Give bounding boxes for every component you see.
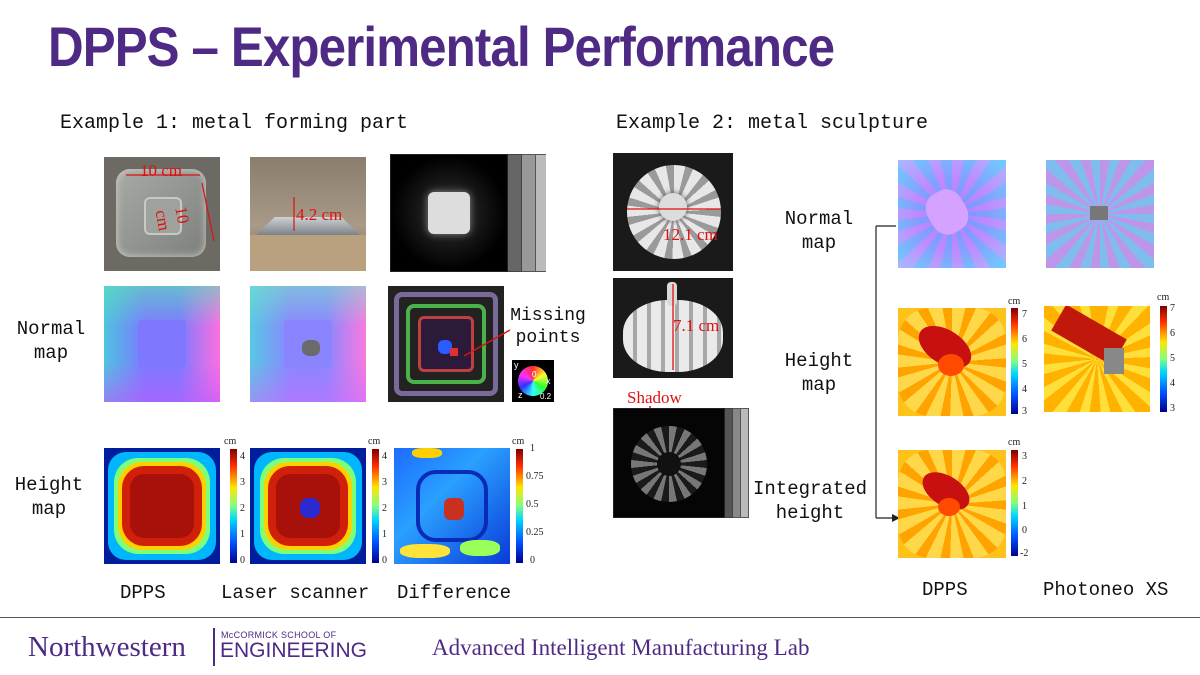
- ex1-col-difference: Difference: [397, 582, 512, 604]
- colorbar-tick: 7: [1170, 303, 1175, 314]
- laser-normal-map: [250, 286, 366, 402]
- colorbar-tick: 0.75: [526, 471, 544, 482]
- colorbar-tick: 5: [1022, 359, 1027, 370]
- height-dimension-label-2: 7.1 cm: [673, 316, 720, 335]
- example1-heading: Example 1: metal forming part: [60, 112, 409, 135]
- ex1-height-map-label: Height map: [14, 474, 84, 520]
- colorbar-tick: -2: [1020, 548, 1029, 559]
- shadow-label: Shadow: [627, 388, 682, 407]
- photoneo-normal-map: [1046, 160, 1154, 268]
- dpps-normal-map: [104, 286, 220, 402]
- ex2-normal-map-label: Normal map: [784, 208, 854, 254]
- ex2-col-dpps: DPPS: [922, 579, 968, 601]
- metal-part-side-photo: 4.2 cm: [250, 157, 366, 271]
- ex2-col-photoneo: Photoneo XS: [1043, 579, 1169, 601]
- photoneo-height-map: [1044, 306, 1150, 412]
- colorbar-tick: 3: [382, 477, 387, 488]
- colorbar-tick: 0: [1022, 525, 1027, 536]
- colorbar-tick: 4: [382, 451, 387, 462]
- ex1-col-dpps: DPPS: [120, 582, 166, 604]
- ex1-normal-map-label: Normal map: [16, 318, 86, 364]
- ex2-integrated-height-label: Integrated height: [752, 478, 868, 524]
- colorbar-tick: 1: [1022, 501, 1027, 512]
- dpps-normal-map-2: [898, 160, 1006, 268]
- colorbar-unit: cm: [224, 436, 237, 447]
- colorbar-tick: 6: [1170, 328, 1175, 339]
- photoneo-height-colorbar: [1160, 306, 1167, 412]
- colorbar-unit: cm: [1008, 296, 1021, 307]
- diameter-dimension-label: 12.1 cm: [663, 225, 718, 244]
- sculpture-fringe-stack: [613, 408, 749, 518]
- colorbar-tick: 0: [530, 555, 535, 566]
- colorbar-unit: cm: [512, 436, 525, 447]
- fringe-image-stack: [390, 154, 546, 272]
- dpps-integrated-height-map: [898, 450, 1006, 558]
- mccormick-school-label: McCORMICK SCHOOL OF: [221, 630, 337, 640]
- colorbar-tick: 4: [240, 451, 245, 462]
- colorbar-tick: 0: [240, 555, 245, 566]
- colorbar-tick: 0: [382, 555, 387, 566]
- example2-heading: Example 2: metal sculpture: [616, 112, 929, 135]
- northwestern-logo-text: Northwestern: [28, 631, 186, 663]
- logo-separator: [213, 628, 215, 666]
- slide-title: DPPS – Experimental Performance: [48, 15, 835, 78]
- colorbar-tick: 4: [1022, 384, 1027, 395]
- connector-bracket: [875, 225, 900, 522]
- colorbar-tick: 2: [1022, 476, 1027, 487]
- colorbar-tick: 5: [1170, 353, 1175, 364]
- colorbar-tick: 3: [1022, 406, 1027, 417]
- colorbar-tick: 3: [240, 477, 245, 488]
- colorbar-tick: 2: [240, 503, 245, 514]
- difference-colorbar: [516, 449, 523, 563]
- laser-height-colorbar: [372, 449, 379, 563]
- ex2-height-map-label: Height map: [784, 350, 854, 396]
- ex1-col-laser: Laser scanner: [221, 582, 370, 604]
- normal-color-wheel-legend: y x z 0 0.2: [512, 360, 554, 402]
- colorbar-tick: 7: [1022, 309, 1027, 320]
- dpps-height-map: [104, 448, 220, 564]
- footer-divider: [0, 617, 1200, 618]
- dpps-height-map-2: [898, 308, 1006, 416]
- metal-part-top-photo: 10 cm 10 cm: [104, 157, 220, 271]
- colorbar-tick: 1: [382, 529, 387, 540]
- laser-height-map: [250, 448, 366, 564]
- integrated-height-colorbar: [1011, 450, 1018, 556]
- dpps-height-colorbar-2: [1011, 308, 1018, 414]
- colorbar-tick: 2: [382, 503, 387, 514]
- missing-points-label: Missing points: [510, 306, 586, 348]
- colorbar-tick: 6: [1022, 334, 1027, 345]
- colorbar-unit: cm: [1008, 437, 1021, 448]
- sculpture-side-photo: 7.1 cm: [613, 278, 733, 378]
- colorbar-tick: 3: [1022, 451, 1027, 462]
- colorbar-unit: cm: [1157, 292, 1170, 303]
- dimension-arrows: [126, 174, 215, 242]
- colorbar-tick: 0.5: [526, 499, 539, 510]
- width-dimension-label: 10 cm: [140, 161, 183, 180]
- colorbar-tick: 4: [1170, 378, 1175, 389]
- missing-points-arrow: [463, 329, 511, 357]
- colorbar-tick: 1: [530, 443, 535, 454]
- height-dimension-label: 4.2 cm: [296, 205, 343, 224]
- colorbar-tick: 3: [1170, 403, 1175, 414]
- colorbar-unit: cm: [368, 436, 381, 447]
- difference-height-map: [394, 448, 510, 564]
- lab-name: Advanced Intelligent Manufacturing Lab: [432, 635, 810, 660]
- colorbar-tick: 1: [240, 529, 245, 540]
- dpps-height-colorbar: [230, 449, 237, 563]
- sculpture-top-photo: 12.1 cm: [613, 153, 733, 271]
- colorbar-tick: 0.25: [526, 527, 544, 538]
- engineering-label: ENGINEERING: [220, 639, 368, 662]
